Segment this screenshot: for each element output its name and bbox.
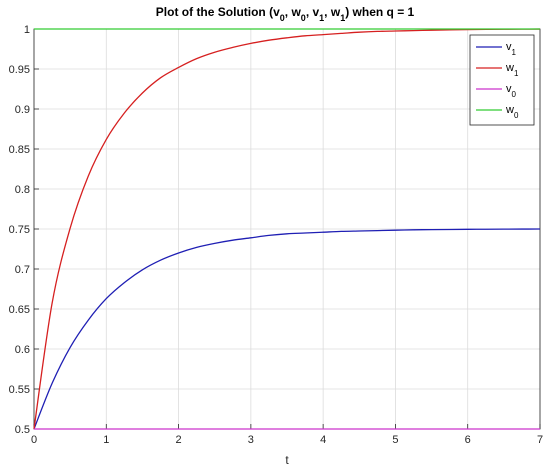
y-tick-label: 0.6 <box>15 344 30 356</box>
legend-label-v1: v1 <box>506 41 517 57</box>
series-line-v1 <box>33 228 541 430</box>
x-tick-label: 6 <box>465 434 471 446</box>
legend-label-w1: w1 <box>505 62 519 78</box>
y-tick-label: 0.7 <box>15 264 30 276</box>
legend-label-w0: w0 <box>505 104 519 120</box>
y-tick-label: 0.9 <box>15 104 30 116</box>
x-tick-label: 4 <box>320 434 326 446</box>
chart-title: Plot of the Solution (v0, w0, v1, w1) wh… <box>156 5 415 23</box>
x-tick-label: 5 <box>392 434 398 446</box>
y-tick-label: 0.95 <box>9 64 30 76</box>
y-tick-label: 0.65 <box>9 304 30 316</box>
y-tick-label: 0.55 <box>9 384 30 396</box>
legend: v1 w1 v0 w0 <box>469 34 535 126</box>
x-tick-label: 3 <box>248 434 254 446</box>
legend-label-v0: v0 <box>506 83 517 99</box>
series-layer <box>33 28 541 430</box>
x-axis-label: t <box>285 453 289 467</box>
y-tick-label: 0.75 <box>9 224 30 236</box>
y-tick-label: 0.8 <box>15 184 30 196</box>
legend-box <box>469 34 535 126</box>
y-tick-label: 0.85 <box>9 144 30 156</box>
y-tick-label: 1 <box>24 24 30 36</box>
axis-ticks: 0 1 2 3 4 5 6 7 0.5 0.55 0.6 0.65 0.7 0.75 0.8 0.85 0.9 0… <box>9 24 543 446</box>
series-line-w1 <box>33 28 541 430</box>
x-tick-label: 0 <box>31 434 37 446</box>
x-tick-label: 7 <box>537 434 543 446</box>
x-tick-label: 2 <box>176 434 182 446</box>
y-tick-label: 0.5 <box>15 424 30 436</box>
x-tick-label: 1 <box>103 434 109 446</box>
